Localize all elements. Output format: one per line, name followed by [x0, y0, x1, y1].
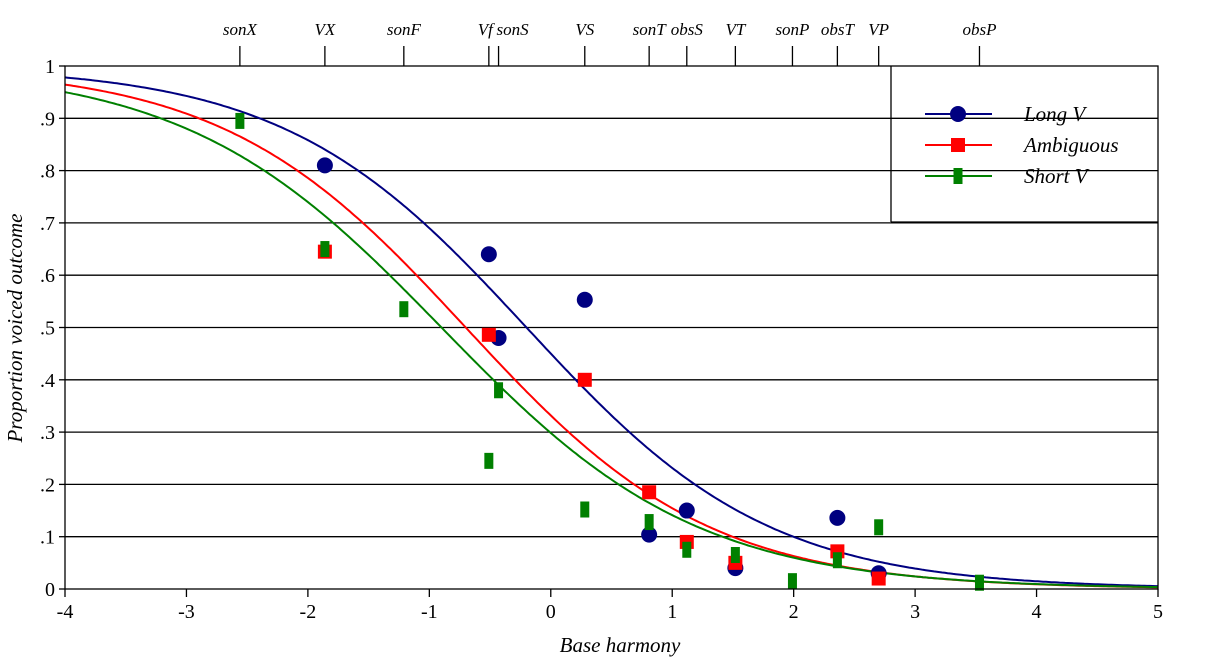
category-label: sonS	[497, 20, 530, 39]
x-tick-label: 3	[910, 601, 920, 623]
legend-label: Long V	[1023, 102, 1087, 126]
legend-marker	[950, 106, 966, 122]
data-point	[316, 157, 333, 174]
x-tick-label: 4	[1032, 601, 1042, 623]
category-label: sonP	[775, 20, 809, 39]
y-tick-label: 0	[45, 579, 55, 601]
x-tick-label: 5	[1153, 601, 1163, 623]
x-tick-label: -3	[178, 601, 195, 623]
curve-long-v	[64, 76, 1158, 588]
category-label: sonX	[223, 20, 258, 39]
legend-marker	[953, 168, 963, 184]
x-tick-label: 1	[667, 601, 677, 623]
category-label: obsS	[671, 20, 704, 39]
x-tick-label: 2	[789, 601, 799, 623]
x-tick-label: 0	[546, 601, 556, 623]
x-tick-label: -2	[300, 601, 317, 623]
data-point	[480, 246, 497, 263]
data-point	[874, 519, 884, 536]
category-label: sonF	[387, 20, 422, 39]
y-tick-label: .6	[40, 265, 55, 287]
y-tick-label: .4	[40, 370, 55, 392]
x-axis-label: Base harmony	[560, 633, 681, 657]
axes: 0 .1 .2 .3 .4 .5 .6 .7 .8 .9 1 -4 -3 -2 -1 0 1 2 3 4 5 sonX VX…	[40, 20, 1163, 623]
x-tick-label: -4	[57, 601, 74, 623]
data-point	[641, 526, 658, 543]
y-tick-label: .8	[40, 161, 55, 183]
y-tick-label: .3	[40, 422, 55, 444]
x-tick-label: -1	[421, 601, 438, 623]
data-point	[580, 501, 590, 518]
data-point	[484, 452, 494, 469]
data-point	[974, 574, 984, 591]
y-axis-label: Proportion voiced outcome	[3, 213, 27, 443]
data-point	[682, 541, 692, 558]
data-point	[577, 372, 592, 387]
category-label: obsT	[821, 20, 856, 39]
data-point	[494, 382, 504, 399]
data-point	[235, 112, 245, 129]
y-tick-label: 1	[45, 56, 55, 78]
data-point	[730, 547, 740, 564]
data-point	[829, 509, 846, 526]
data-point	[481, 327, 496, 342]
y-tick-label: .5	[40, 318, 55, 340]
data-point	[642, 485, 657, 500]
plot-frame	[64, 65, 1159, 590]
data-point	[576, 291, 593, 308]
points	[235, 112, 984, 591]
y-tick-label: .9	[40, 108, 55, 130]
y-tick-label: .2	[40, 474, 55, 496]
data-point	[832, 552, 842, 569]
legend-label: Short V	[1024, 164, 1090, 188]
category-label: VP	[868, 20, 889, 39]
data-point	[320, 241, 330, 258]
category-label: VT	[725, 20, 746, 39]
grid	[65, 117, 1158, 538]
category-label: obsP	[962, 20, 996, 39]
data-point	[399, 301, 409, 318]
data-point	[678, 502, 695, 519]
legend-label: Ambiguous	[1022, 133, 1119, 157]
data-point	[787, 573, 797, 590]
curve-ambiguous	[64, 83, 1159, 589]
category-label: VS	[575, 20, 594, 39]
y-tick-label: .7	[40, 213, 55, 235]
category-label: Vf	[478, 20, 495, 39]
data-point	[644, 514, 654, 531]
curves	[64, 76, 1159, 589]
data-point	[871, 571, 886, 586]
category-label: VX	[315, 20, 336, 39]
legend-marker	[951, 138, 965, 152]
category-label: sonT	[633, 20, 668, 39]
y-tick-label: .1	[40, 527, 55, 549]
curve-short-v	[64, 91, 1159, 589]
legend: Long V Ambiguous Short V	[890, 66, 1158, 223]
